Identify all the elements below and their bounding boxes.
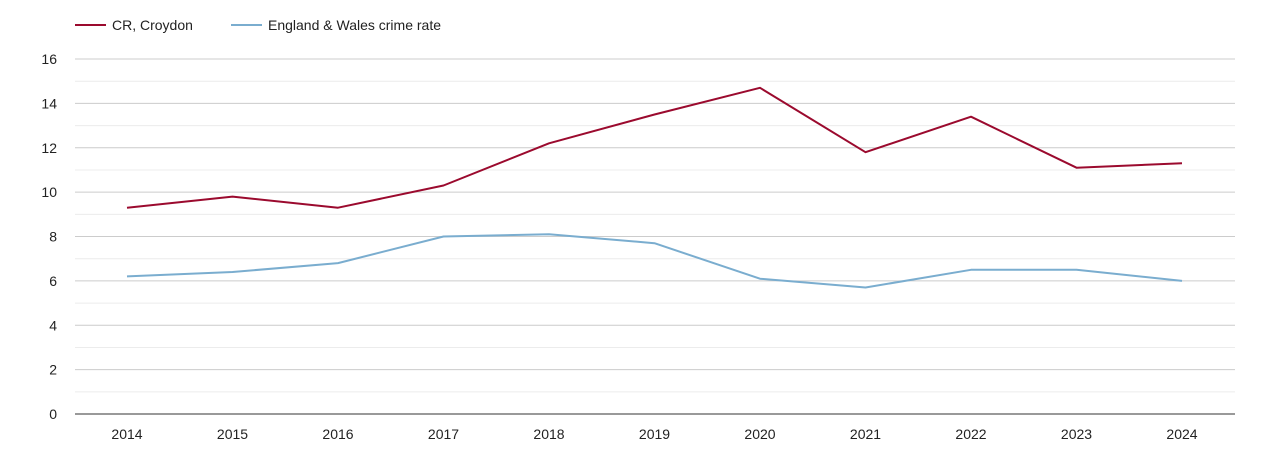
y-tick-label: 8	[49, 229, 57, 245]
x-tick-label: 2017	[428, 426, 459, 442]
x-tick-label: 2014	[111, 426, 142, 442]
y-tick-label: 10	[41, 184, 57, 200]
x-tick-label: 2021	[850, 426, 881, 442]
x-tick-label: 2019	[639, 426, 670, 442]
x-tick-label: 2016	[322, 426, 353, 442]
x-tick-label: 2018	[533, 426, 564, 442]
y-tick-label: 14	[41, 95, 57, 111]
series-line-1	[126, 233, 1183, 289]
y-tick-label: 12	[41, 140, 57, 156]
series-line-0	[126, 86, 1183, 209]
y-tick-label: 6	[49, 273, 57, 289]
legend-label-croydon: CR, Croydon	[112, 17, 193, 33]
y-tick-label: 2	[49, 362, 57, 378]
series-lines	[126, 86, 1183, 289]
y-tick-label: 16	[41, 51, 57, 67]
x-tick-label: 2022	[955, 426, 986, 442]
x-tick-label: 2015	[217, 426, 248, 442]
x-tick-label: 2024	[1166, 426, 1197, 442]
y-axis-ticks: 0 2 4 6 8 10 12 14 16	[41, 51, 57, 422]
x-axis-ticks: 2014 2015 2016 2017 2018 2019 2020 2021 2022 2023…	[111, 426, 1197, 442]
grid	[75, 58, 1235, 393]
x-tick-label: 2020	[744, 426, 775, 442]
x-tick-label: 2023	[1061, 426, 1092, 442]
legend: CR, Croydon England & Wales crime rate	[75, 17, 441, 33]
legend-label-england-wales: England & Wales crime rate	[268, 17, 441, 33]
y-tick-label: 4	[49, 317, 57, 333]
y-tick-label: 0	[49, 406, 57, 422]
